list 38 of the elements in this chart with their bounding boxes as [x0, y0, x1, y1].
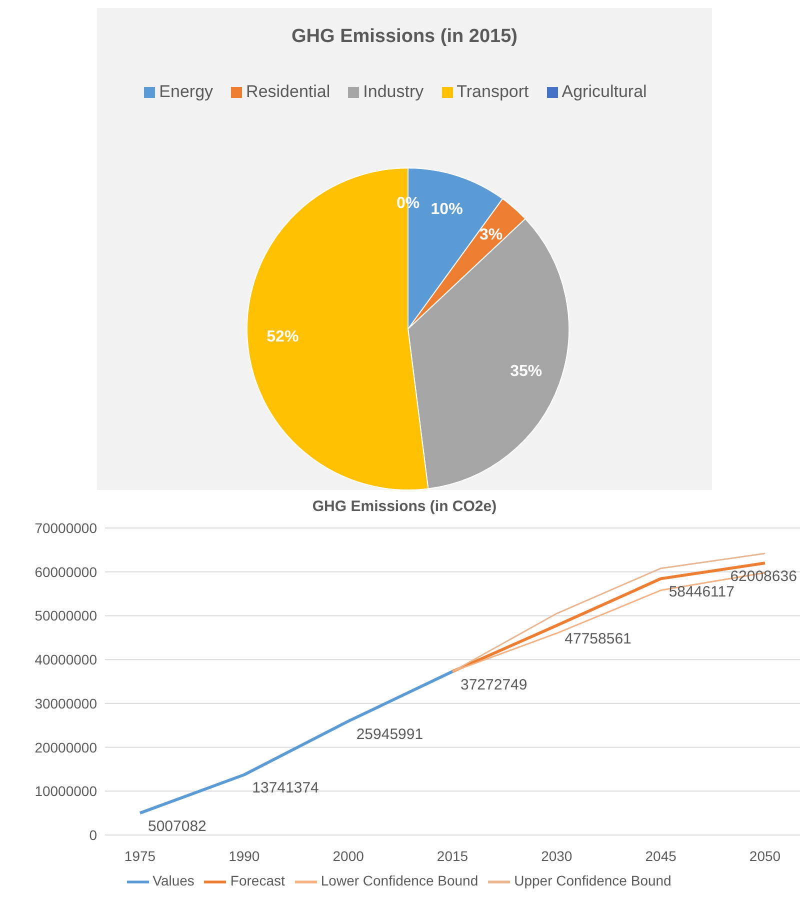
y-tick-label: 60000000 — [34, 564, 98, 580]
y-tick-label: 10000000 — [34, 783, 98, 800]
y-tick-label: 70000000 — [34, 520, 98, 536]
x-tick-label: 2000 — [332, 848, 364, 864]
x-tick-label: 2050 — [749, 848, 781, 864]
legend-label: Lower Confidence Bound — [320, 872, 478, 889]
data-label: 47758561 — [564, 630, 632, 648]
y-tick-label: 40000000 — [34, 652, 98, 668]
data-label: 37272749 — [460, 676, 528, 694]
y-tick-label: 30000000 — [34, 695, 98, 712]
x-tick-label: 2015 — [436, 848, 468, 864]
data-label: 3% — [479, 226, 503, 244]
legend-label: Agricultural — [562, 82, 647, 101]
data-label: 25945991 — [356, 726, 424, 744]
data-label: 52% — [266, 328, 299, 346]
y-tick-label: 0 — [89, 826, 98, 843]
text: 0% — [396, 194, 420, 212]
data-label: 62008636 — [730, 568, 797, 586]
chart-title: GHG Emissions (in 2015) — [290, 26, 518, 48]
legend-label: Residential — [246, 82, 330, 101]
legend-label: Forecast — [230, 872, 285, 889]
x-tick-label: 2030 — [541, 848, 572, 864]
legend-label: Values — [152, 872, 194, 889]
y-tick-label: 50000000 — [34, 608, 98, 624]
data-label: 35% — [510, 363, 542, 380]
legend-label: Energy — [159, 82, 214, 101]
legend-label: Industry — [363, 82, 424, 101]
data-label: 13741374 — [252, 780, 319, 797]
data-label: 58446117 — [668, 584, 734, 601]
chart-title: GHG Emissions (in CO2e) — [311, 498, 498, 515]
x-tick-label: 1990 — [228, 848, 260, 864]
legend-label: Upper Confidence Bound — [514, 872, 672, 889]
data-label: 10% — [430, 201, 463, 218]
legend-label: Transport — [456, 82, 529, 101]
y-tick-label: 20000000 — [34, 739, 98, 756]
x-tick-label: 2045 — [645, 848, 677, 864]
x-tick-label: 1975 — [124, 848, 156, 864]
data-label: 5007082 — [148, 818, 206, 836]
